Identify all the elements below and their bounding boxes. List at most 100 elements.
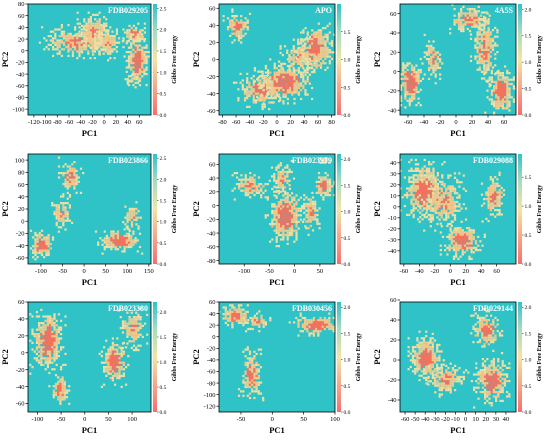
energy-basins [38, 11, 150, 89]
y-tick-label: 20 [390, 182, 397, 189]
energy-basin [470, 308, 504, 355]
y-tick-label: 10 [390, 193, 397, 200]
panel-5: -100 -50 0 50 -80 -60 -40 -20 0 20 40 60 PC1 PC2 FDB02… [191, 153, 362, 287]
y-tick-label: 80 [18, 170, 25, 177]
y-tick-label: -80 [207, 258, 216, 265]
energy-basins [222, 8, 335, 111]
x-tick-label: 60 [493, 268, 500, 275]
x-axis-label: PC1 [450, 277, 466, 287]
x-tick-label: 50 [300, 416, 307, 423]
y-tick-label: -20 [207, 217, 216, 224]
x-tick-label: 0 [293, 268, 296, 275]
x-tick-label: -20 [430, 268, 439, 275]
x-tick-label: -40 [421, 416, 430, 423]
y-tick-label: 40 [209, 175, 216, 182]
y-tick-label: -60 [16, 401, 25, 408]
x-axis-label: PC1 [269, 425, 285, 435]
energy-basin [94, 226, 144, 255]
panel-title: FDB029205 [108, 6, 148, 15]
x-tick-label: 60 [136, 119, 143, 126]
colorbar-tick-label: 1.0 [160, 220, 167, 226]
colorbar-label: Gibbs Free Energy [172, 185, 178, 234]
colorbar-tick-label: 1.5 [525, 34, 532, 40]
colorbar-tick-label: 0.0 [160, 410, 167, 416]
energy-basin [264, 185, 307, 248]
y-tick-label: 60 [18, 299, 25, 306]
y-tick-label: 0 [21, 218, 24, 225]
x-tick-label: -60 [401, 416, 410, 423]
x-tick-label: 40 [301, 119, 308, 126]
y-tick-label: -40 [207, 91, 216, 98]
x-tick-label: 150 [144, 268, 154, 275]
y-tick-label: 40 [390, 160, 397, 167]
colorbar-tick-label: 0.5 [344, 85, 351, 91]
energy-basin [29, 308, 67, 375]
panel-title: FDB023380 [108, 304, 148, 313]
colorbar [518, 4, 522, 115]
colorbar-tick-label: 1.5 [525, 175, 532, 181]
colorbar-tick-label: 1.5 [160, 335, 167, 341]
x-tick-label: 40 [485, 119, 492, 126]
y-tick-label: 100 [15, 157, 25, 164]
y-tick-label: -40 [207, 357, 216, 364]
colorbar [153, 4, 157, 115]
x-tick-label: 100 [127, 416, 137, 423]
panel-3: -60 -40 -20 0 20 40 60 -40 -20 0 20 40 60 PC1 PC2 4A5S 0… [372, 3, 543, 138]
y-tick-label: 0 [393, 357, 396, 364]
colorbar-tick-label: 1.5 [525, 331, 532, 337]
colorbar [153, 302, 157, 412]
y-tick-label: 0 [21, 350, 24, 357]
x-tick-label: -100 [32, 416, 44, 423]
x-tick-label: -40 [420, 119, 429, 126]
x-tick-label: -50 [57, 416, 66, 423]
y-axis-label: PC2 [372, 201, 382, 217]
x-tick-label: -30 [431, 416, 440, 423]
colorbar-tick-label: 2.0 [525, 305, 532, 311]
colorbar-tick-label: 2.0 [525, 7, 532, 13]
x-tick-label: -20 [88, 119, 97, 126]
panel-7: -100 -50 0 50 100 -60 -40 -20 0 20 40 60 PC1 PC2 FDB02… [0, 299, 178, 435]
energy-basins [400, 158, 506, 260]
colorbar-label: Gibbs Free Energy [537, 35, 543, 84]
panel-title: FDB023919 [292, 156, 332, 165]
y-tick-label: -40 [16, 384, 25, 391]
y-tick-label: 20 [209, 189, 216, 196]
x-tick-label: -40 [415, 268, 424, 275]
energy-basin [470, 358, 511, 409]
y-axis-label: PC2 [372, 349, 382, 365]
energy-basin [124, 73, 140, 85]
y-tick-label: 20 [18, 206, 25, 213]
x-tick-label: -120 [28, 119, 40, 126]
y-tick-label: -10 [388, 215, 397, 222]
colorbar-tick-label: 2.0 [344, 157, 351, 163]
y-axis-label: PC2 [191, 201, 201, 217]
y-tick-label: -60 [16, 255, 25, 262]
y-tick-label: 0 [393, 69, 396, 76]
colorbar [518, 154, 522, 264]
y-tick-label: -120 [204, 403, 216, 410]
y-tick-label: -20 [16, 231, 25, 238]
y-tick-label: 40 [18, 25, 25, 32]
colorbar-label: Gibbs Free Energy [356, 35, 362, 84]
y-tick-label: -20 [207, 74, 216, 81]
y-tick-label: -40 [388, 397, 397, 404]
y-tick-label: 20 [18, 333, 25, 340]
energy-basin [98, 337, 130, 388]
colorbar [337, 4, 341, 115]
x-tick-label: 0 [103, 119, 106, 126]
colorbar-tick-label: 1.5 [344, 30, 351, 36]
x-tick-label: 20 [462, 268, 469, 275]
colorbar-tick-label: 0.5 [344, 236, 351, 242]
plot-frame [399, 153, 517, 265]
colorbar-tick-label: 0.5 [525, 384, 532, 390]
colorbar-tick-label: 0.5 [344, 384, 351, 390]
x-tick-label: 100 [330, 416, 340, 423]
energy-basin [237, 346, 265, 402]
y-tick-label: 20 [209, 40, 216, 47]
colorbar-tick-label: 0.0 [525, 262, 532, 268]
panel-title: FDB029144 [473, 304, 513, 313]
y-tick-label: -20 [207, 346, 216, 353]
x-tick-label: 100 [122, 268, 132, 275]
x-tick-label: 30 [493, 416, 500, 423]
